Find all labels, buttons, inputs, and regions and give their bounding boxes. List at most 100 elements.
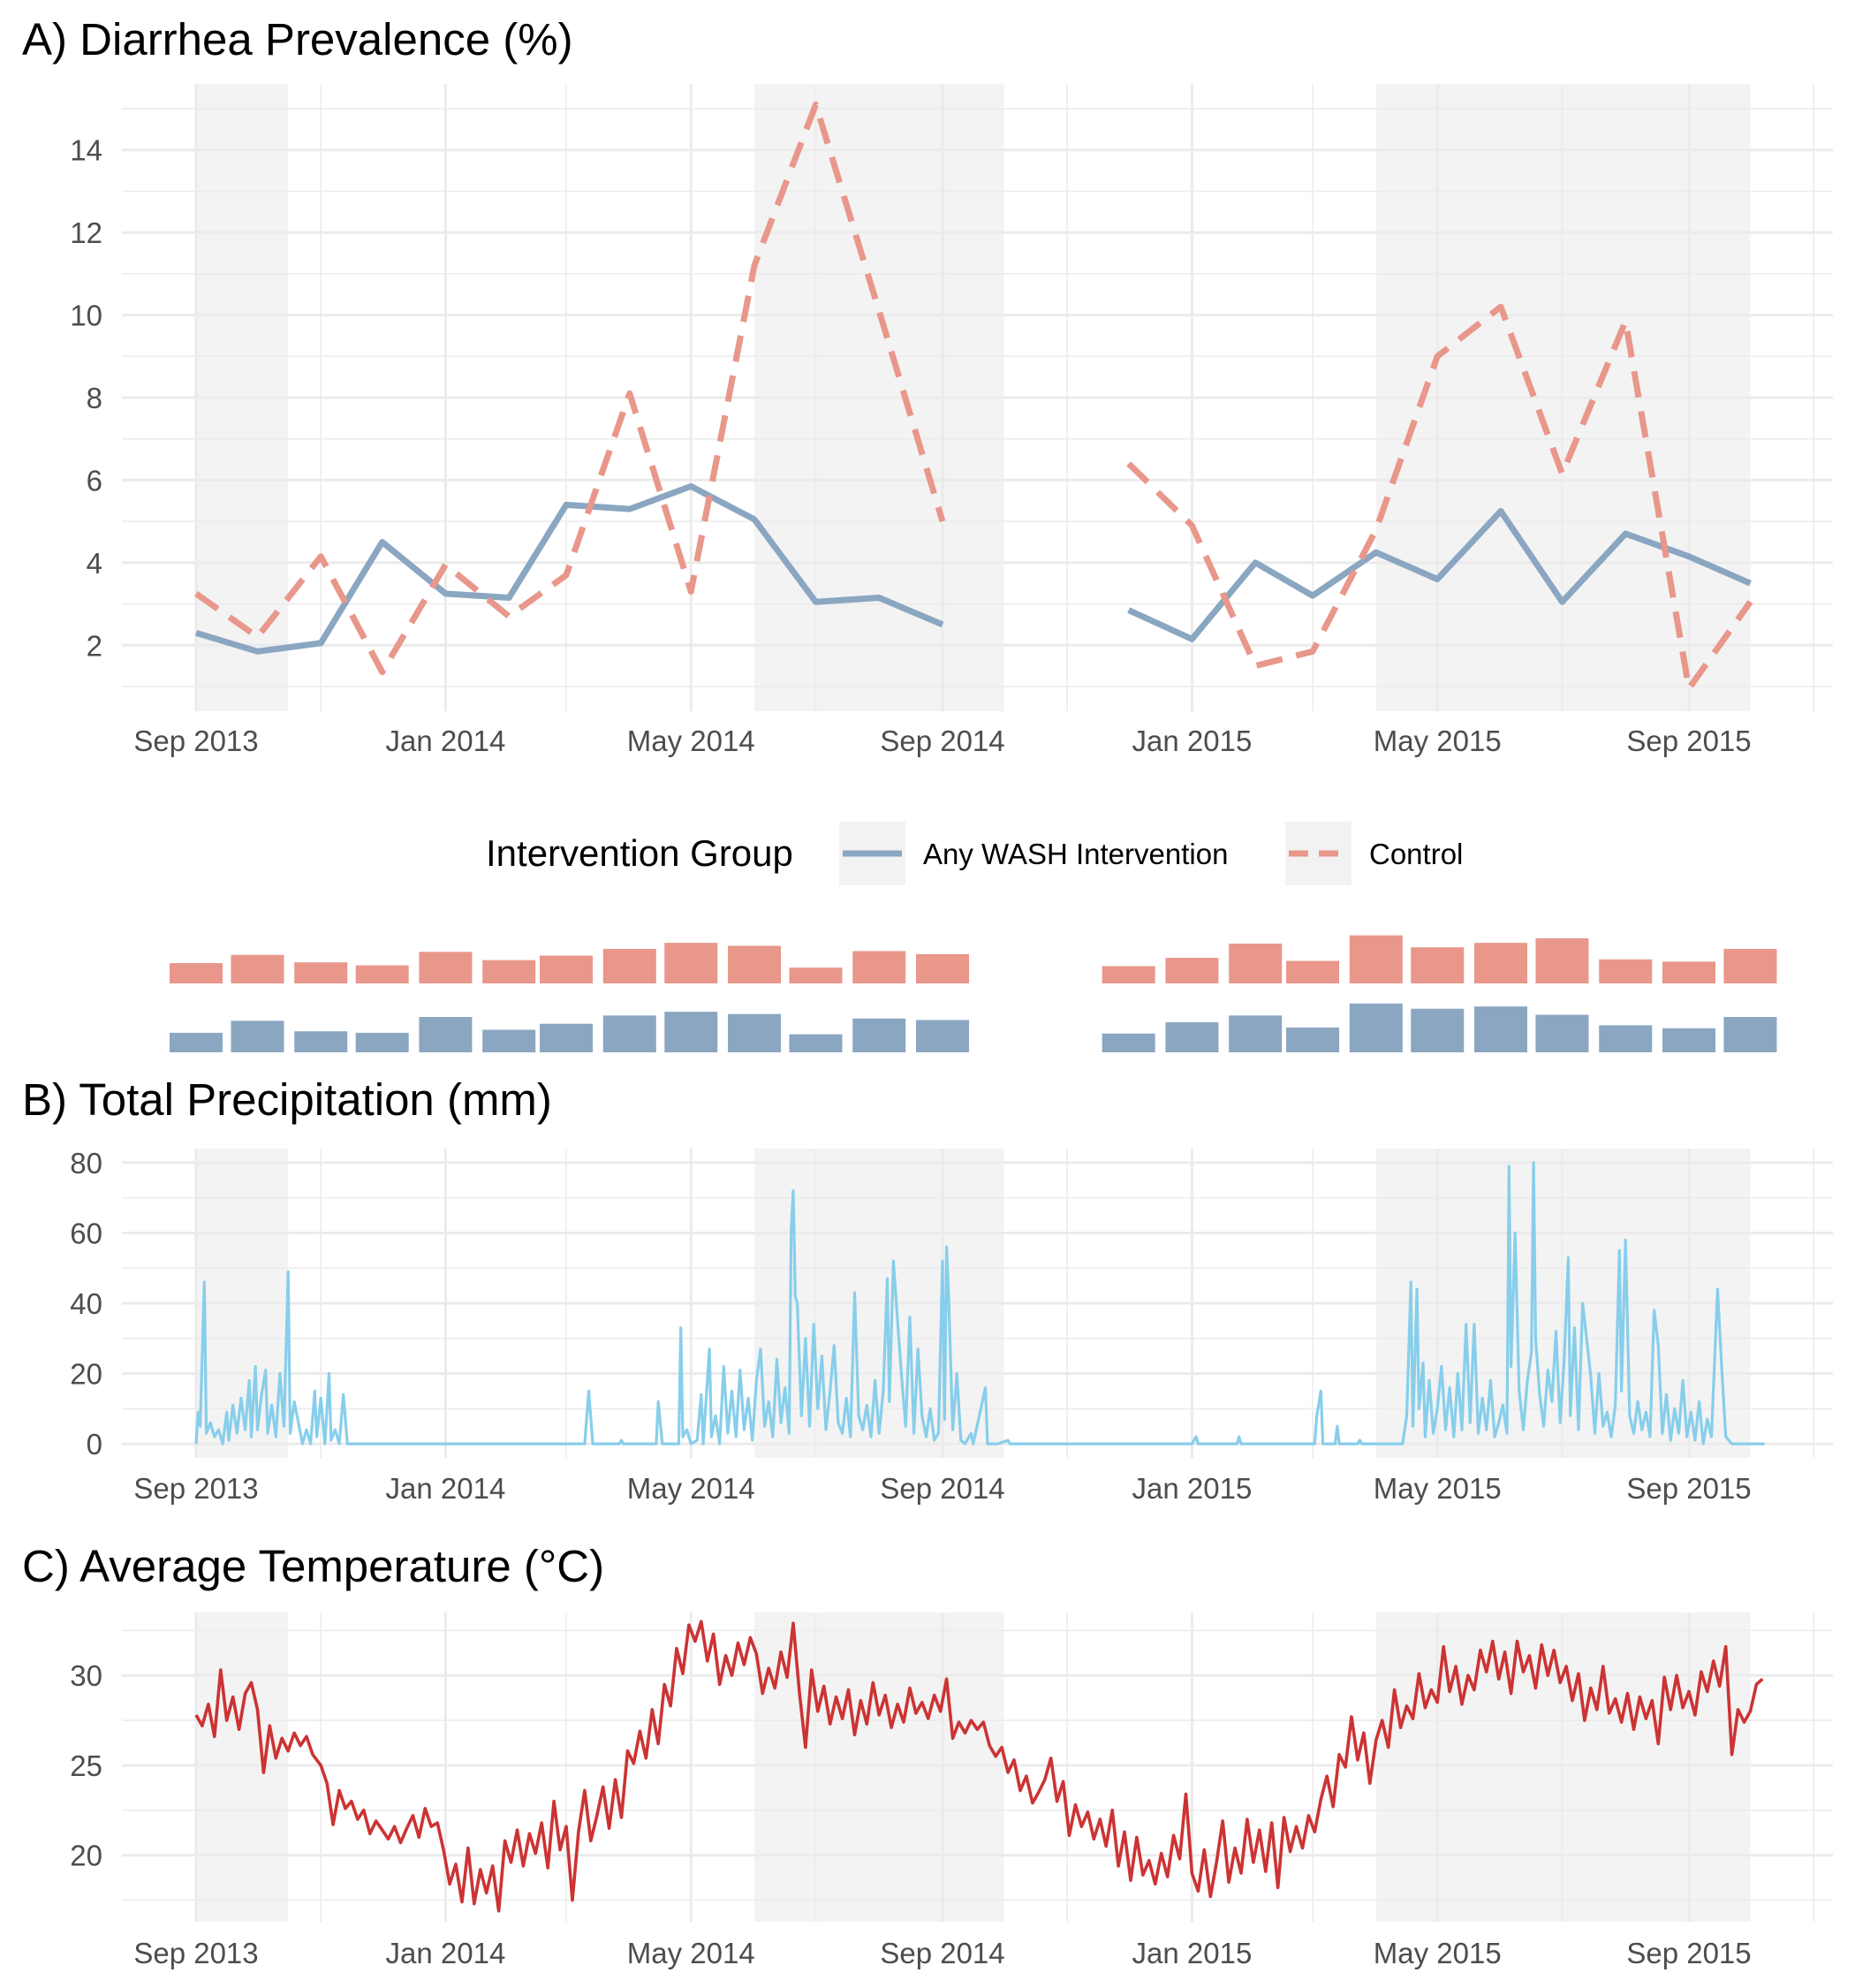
sample-bar-wash xyxy=(1229,1015,1283,1052)
sample-bar-wash xyxy=(1411,1008,1465,1052)
panel-a-plot: 2 4 6 8 10 12 14 Sep 2013 Jan 2014 May 2014 Sep 20… xyxy=(70,84,1833,757)
x-tick-label: Sep 2015 xyxy=(1626,725,1751,757)
sample-bar-control xyxy=(540,955,594,983)
x-tick-label: Jan 2015 xyxy=(1132,725,1253,757)
x-tick-label: May 2014 xyxy=(627,1937,755,1969)
x-tick-label: May 2015 xyxy=(1374,725,1502,757)
y-tick-label: 20 xyxy=(70,1840,102,1872)
sample-bar-wash xyxy=(916,1020,969,1052)
sample-bar-control xyxy=(728,945,782,983)
x-tick-label: Sep 2015 xyxy=(1626,1472,1751,1505)
sample-bar-wash xyxy=(664,1012,718,1052)
sample-bar-wash xyxy=(1599,1025,1653,1052)
y-tick-label: 20 xyxy=(70,1358,102,1391)
series-line-control-1 xyxy=(193,101,946,676)
temperature-line xyxy=(194,1620,1764,1913)
x-tick-label: Jan 2015 xyxy=(1132,1937,1253,1969)
x-tick-label: Jan 2014 xyxy=(386,1937,506,1969)
season-band-2 xyxy=(754,1612,1004,1922)
series-line-wash-2 xyxy=(1127,508,1752,642)
sample-bar-wash xyxy=(355,1032,409,1052)
x-tick-label: Jan 2015 xyxy=(1132,1472,1253,1505)
sample-bar-control xyxy=(1411,947,1465,983)
sample-bar-wash xyxy=(1474,1006,1528,1052)
series-line-wash-1 xyxy=(194,482,944,655)
x-tick-label: May 2015 xyxy=(1374,1472,1502,1505)
sample-bar-wash xyxy=(602,1015,656,1052)
sample-bar-control xyxy=(1349,935,1403,983)
sample-bar-control xyxy=(916,953,969,983)
sample-bar-wash xyxy=(728,1013,782,1052)
sample-bar-control xyxy=(294,962,348,983)
y-tick-label: 2 xyxy=(87,629,102,662)
x-tick-label: May 2015 xyxy=(1374,1937,1502,1969)
sample-bar-control xyxy=(1723,948,1777,983)
sample-bar-control xyxy=(482,960,536,983)
y-tick-label: 80 xyxy=(70,1147,102,1180)
x-tick-label: Sep 2013 xyxy=(133,1937,258,1969)
sample-bar-control xyxy=(602,948,656,983)
precipitation-line xyxy=(194,1161,1765,1445)
x-tick-label: Sep 2015 xyxy=(1626,1937,1751,1969)
sample-bar-control xyxy=(1286,960,1340,983)
panel-a-title: A) Diarrhea Prevalence (%) xyxy=(22,14,573,64)
sample-bar-control xyxy=(1229,943,1283,983)
y-tick-label: 60 xyxy=(70,1217,102,1249)
sample-bar-wash xyxy=(1102,1033,1155,1052)
sample-bar-control xyxy=(664,943,718,983)
y-tick-label: 6 xyxy=(87,464,102,497)
legend-label-control: Control xyxy=(1369,838,1463,870)
y-tick-label: 40 xyxy=(70,1287,102,1320)
sample-bar-wash xyxy=(540,1023,594,1052)
sample-bar-control xyxy=(231,954,284,983)
y-tick-label: 14 xyxy=(70,134,102,167)
sample-bar-wash xyxy=(231,1021,284,1052)
sample-bar-control xyxy=(1474,943,1528,983)
sample-bar-wash xyxy=(1723,1017,1777,1052)
sample-bar-control xyxy=(1102,966,1155,983)
sample-bar-control xyxy=(1535,938,1589,983)
sample-bar-wash xyxy=(170,1032,223,1052)
sample-bar-control xyxy=(170,963,223,983)
sample-bar-wash xyxy=(852,1018,906,1052)
sample-bar-wash xyxy=(482,1029,536,1052)
season-band-3 xyxy=(1375,1612,1751,1922)
sample-bar-wash xyxy=(1535,1014,1589,1052)
sample-bar-wash xyxy=(294,1031,348,1052)
sample-bar-control xyxy=(1165,958,1219,983)
y-tick-label: 8 xyxy=(87,382,102,414)
sample-size-bars xyxy=(170,935,1777,1052)
legend-title: Intervention Group xyxy=(486,832,793,874)
sample-bar-wash xyxy=(789,1034,843,1052)
x-tick-label: May 2014 xyxy=(627,1472,755,1505)
panel-b-plot: 0 20 40 60 80 Sep 2013 Jan 2014 May 2014 Sep 201… xyxy=(70,1147,1833,1505)
panel-c-title: C) Average Temperature (°C) xyxy=(22,1541,604,1591)
y-tick-label: 30 xyxy=(70,1659,102,1692)
sample-bar-wash xyxy=(1349,1003,1403,1052)
sample-bar-wash xyxy=(1165,1022,1219,1052)
y-tick-label: 25 xyxy=(70,1749,102,1782)
sample-bar-control xyxy=(1662,961,1715,983)
sample-bar-wash xyxy=(1662,1028,1715,1052)
sample-bar-wash xyxy=(1286,1027,1340,1052)
season-band-1 xyxy=(196,1612,289,1922)
sample-bar-control xyxy=(852,951,906,983)
x-tick-label: Sep 2013 xyxy=(133,1472,258,1505)
panel-b-title: B) Total Precipitation (mm) xyxy=(22,1074,552,1125)
x-tick-label: Jan 2014 xyxy=(386,725,506,757)
panel-c-plot: 20 25 30 Sep 2013 Jan 2014 May 2014 Sep 2014 Ja… xyxy=(70,1612,1833,1969)
sample-bar-wash xyxy=(419,1017,473,1052)
legend-label-wash: Any WASH Intervention xyxy=(923,838,1228,870)
sample-bar-control xyxy=(1599,959,1653,983)
x-tick-label: Sep 2014 xyxy=(880,725,1004,757)
y-tick-label: 4 xyxy=(87,547,102,580)
sample-bar-control xyxy=(419,952,473,983)
x-tick-label: Jan 2014 xyxy=(386,1472,506,1505)
y-tick-label: 0 xyxy=(87,1428,102,1461)
legend: Intervention Group Any WASH Intervention… xyxy=(486,822,1463,885)
x-tick-label: Sep 2013 xyxy=(133,725,258,757)
x-tick-label: Sep 2014 xyxy=(880,1472,1004,1505)
x-tick-label: May 2014 xyxy=(627,725,755,757)
series-line-control-2 xyxy=(1126,303,1753,692)
